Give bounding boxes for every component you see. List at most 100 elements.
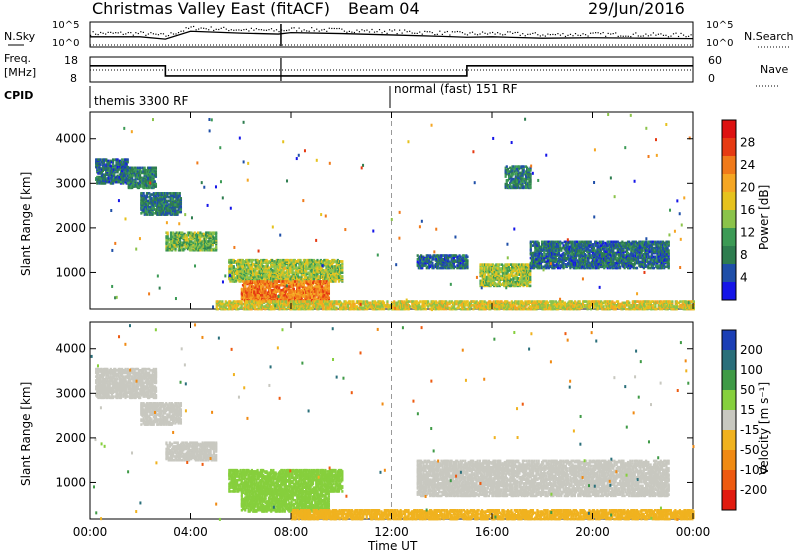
range-gate-cell [114,177,117,180]
range-gate-cell [310,298,314,302]
range-gate-cell [305,273,308,277]
range-gate-cell [207,231,210,235]
range-gate-cell [337,275,341,278]
nsky-point [235,29,237,31]
range-gate-cell [152,186,155,190]
nsky-point [220,27,222,29]
range-gate-cell [272,300,275,303]
range-gate-cell [265,281,268,285]
range-gate-cell [295,283,298,287]
range-gate-cell [162,192,166,195]
range-gate-cell [239,258,242,262]
range-gate-cell [119,180,123,184]
range-gate-cell [311,273,315,277]
nsky-point [120,31,122,33]
nsky-point [195,29,197,31]
range-gate-cell [261,291,264,295]
range-gate-cell [233,268,237,272]
range-gate-cell [259,266,263,269]
range-gate-cell [190,248,193,252]
range-gate-cell [290,265,293,268]
range-gate-cell [305,278,308,282]
nsky-point [388,29,391,31]
nsky-point [539,35,541,37]
range-gate-cell [289,301,292,305]
range-gate-cell [229,278,232,282]
range-gate-cell [180,241,183,245]
range-gate-cell [284,258,287,262]
freq-label: Freq. [4,52,31,65]
nsky-point [645,33,647,35]
range-gate-cell [341,271,344,274]
range-gate-cell [101,173,105,176]
range-gate-cell [313,300,317,303]
range-gate-cell [197,243,200,247]
range-gate-cell [333,272,336,276]
range-gate-cell [269,305,273,308]
range-gate-cell [280,288,283,292]
range-gate-cell [297,258,300,262]
range-gate-cell [149,169,152,172]
range-gate-cell [315,291,318,295]
range-gate-cell [215,306,218,310]
range-gate-cell [141,177,144,181]
range-gate-cell [273,300,276,303]
range-gate-cell [202,245,205,248]
range-gate-cell [338,273,342,277]
range-gate-cell [256,282,259,286]
nsky-point [102,32,104,34]
range-gate-cell [148,185,151,188]
range-gate-cell [288,262,291,266]
range-gate-cell [278,286,281,290]
range-gate-cell [296,277,299,281]
range-gate-cell [264,298,267,302]
range-gate-cell [300,266,303,269]
range-gate-cell [228,305,231,308]
range-gate-cell [250,261,253,264]
range-gate-cell [293,258,296,262]
range-gate-cell [260,276,264,279]
range-gate-cell [128,166,132,170]
range-gate-cell [151,193,154,196]
nsky-point [431,32,433,34]
range-gate-cell [132,171,135,175]
range-gate-cell [563,301,567,305]
range-gate-cell [279,262,282,266]
range-gate-cell [318,278,321,282]
range-gate-cell [283,260,286,263]
nsky-point [361,29,363,31]
range-gate-cell [248,304,251,307]
range-gate-cell [267,266,270,269]
nsky-point [509,31,511,33]
range-gate-cell [242,270,246,273]
range-gate-cell [335,306,338,310]
range-gate-cell [111,178,115,181]
range-gate-cell [337,280,341,283]
range-gate-cell [305,295,308,298]
range-gate-cell [315,288,318,292]
range-gate-cell [263,282,266,286]
range-gate-cell [148,209,151,213]
range-gate-cell [224,302,227,306]
range-gate-cell [260,304,264,307]
range-gate-cell [293,290,297,293]
range-gate-cell [169,243,173,247]
range-gate-cell [528,300,532,303]
range-gate-cell [310,270,313,273]
range-gate-cell [165,235,168,238]
range-gate-cell [284,292,288,296]
nave-tick-top: 60 [708,54,722,67]
range-gate-cell [291,282,294,286]
range-gate-cell [307,258,310,262]
range-gate-cell [285,266,289,269]
range-gate-cell [123,164,126,168]
range-gate-cell [283,286,286,290]
nsky-point [667,36,670,38]
range-gate-cell [270,267,273,271]
range-gate-cell [170,207,173,210]
range-gate-cell [323,270,326,273]
range-gate-cell [291,262,294,266]
nsky-point [353,31,356,34]
range-gate-cell [483,300,486,303]
range-gate-cell [128,181,132,185]
